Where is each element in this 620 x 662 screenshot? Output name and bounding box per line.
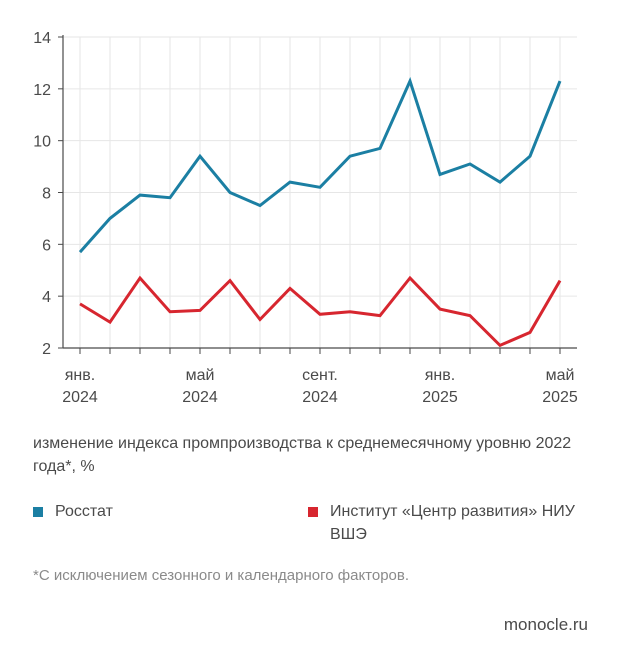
legend-swatch-rosstat (33, 507, 43, 517)
y-tick-label: 8 (42, 186, 51, 203)
legend-label-hse: Институт «Центр развития» НИУ ВШЭ (330, 503, 575, 543)
legend-label-rosstat: Росстат (55, 503, 113, 520)
y-tick-label: 6 (42, 237, 51, 254)
x-tick-label: 2025 (542, 389, 578, 406)
x-tick-label: янв. (425, 367, 455, 384)
x-axis: янв. 2024 май 2024 сент. 2024 янв. 2025 май 2025 (62, 347, 578, 406)
x-tick-label: янв. (65, 367, 95, 384)
x-tick-label: май (186, 367, 215, 384)
chart-grid (63, 36, 577, 349)
y-axis: 2 4 6 8 10 12 14 (33, 30, 64, 358)
y-tick-label: 10 (33, 134, 51, 151)
y-tick-label: 4 (42, 289, 51, 306)
series-line-rosstat (78, 76, 562, 254)
footnote: *С исключением сезонного и календарного … (33, 567, 410, 584)
x-tick-label: май (546, 367, 575, 384)
y-tick-label: 14 (33, 30, 51, 47)
legend-swatch-hse (308, 507, 318, 517)
x-tick-label: сент. (302, 367, 338, 384)
y-tick-label: 2 (42, 341, 51, 358)
legend-item-rosstat: Росстат (33, 500, 113, 523)
x-tick-label: 2024 (182, 389, 218, 406)
y-tick-label: 12 (33, 82, 51, 99)
x-tick-label: 2024 (62, 389, 98, 406)
x-tick-label: 2024 (302, 389, 338, 406)
chart-caption: изменение индекса промпроизводства к сре… (33, 435, 572, 475)
x-tick-label: 2025 (422, 389, 458, 406)
legend-item-hse: Институт «Центр развития» НИУ ВШЭ (308, 500, 598, 546)
source-label: monocle.ru (503, 615, 588, 634)
series-line-hse (79, 275, 562, 348)
chart-series (78, 76, 562, 348)
